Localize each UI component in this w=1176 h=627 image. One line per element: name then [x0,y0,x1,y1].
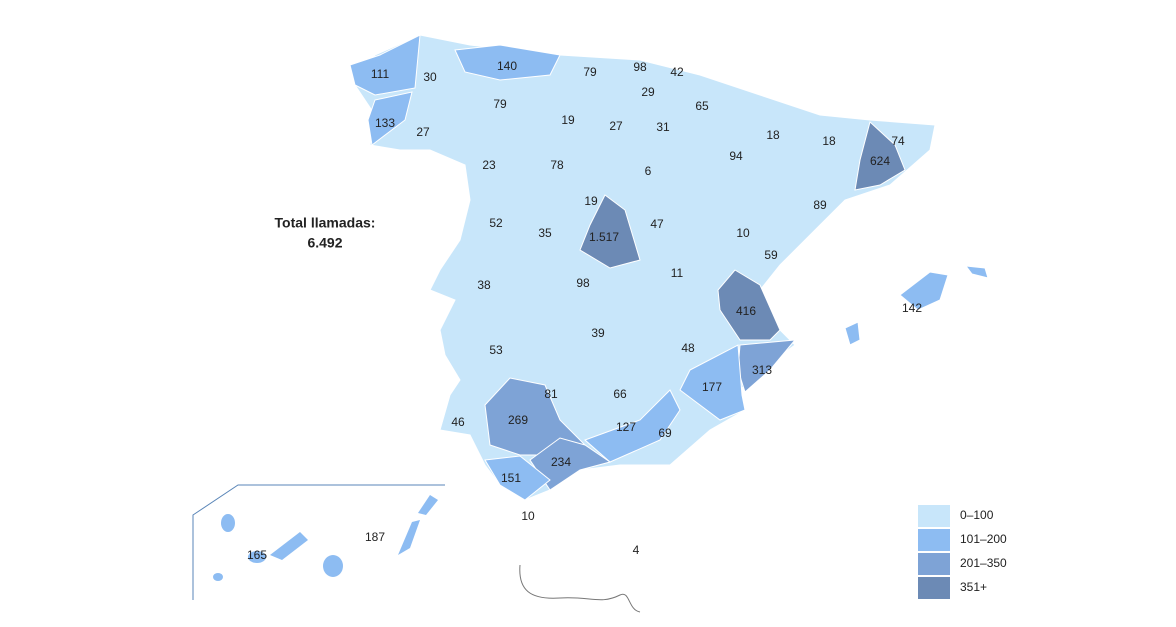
province-label: 79 [493,97,507,111]
province-label: 1.517 [589,230,619,244]
province-label: 48 [681,341,695,355]
province-label: 94 [729,149,743,163]
legend-swatch [918,529,950,551]
province-label: 74 [891,134,905,148]
region-asturias [454,44,561,81]
inset-border [192,484,445,600]
province-label: 19 [584,194,598,208]
province-label: 177 [702,380,722,394]
province-label: 69 [658,426,672,440]
province-label: 18 [766,128,780,142]
province-label: 187 [365,530,385,544]
province-label: 27 [609,119,623,133]
province-label: 81 [544,387,558,401]
region-cadiz [484,455,551,501]
province-label: 47 [650,217,664,231]
province-label: 42 [670,65,684,79]
province-label: 23 [482,158,496,172]
province-label: 269 [508,413,528,427]
region-madrid [579,194,641,269]
province-label: 19 [561,113,575,127]
legend-label: 0–100 [960,508,994,522]
province-label: 53 [489,343,503,357]
province-label: 78 [550,158,564,172]
province-label: 165 [247,548,267,562]
province-label: 10 [736,226,750,240]
province-label: 66 [613,387,627,401]
region-pontevedra [367,91,413,146]
province-label: 140 [497,59,517,73]
province-label: 98 [576,276,590,290]
region-barcelona [854,121,906,191]
region-coruna [349,34,421,96]
island [270,532,308,560]
province-label: 142 [902,301,922,315]
province-label: 10 [521,509,535,523]
province-label: 416 [736,304,756,318]
canary-islands [192,484,445,600]
legend-swatch [918,505,950,527]
total-value: 6.492 [307,235,342,251]
total-label: Total llamadas: [275,215,376,231]
island [213,573,223,581]
province-label: 31 [656,120,670,134]
province-label: 29 [641,85,655,99]
island-ibiza [844,321,861,346]
province-label: 6 [645,164,652,178]
province-label: 313 [752,363,772,377]
province-label: 4 [633,543,640,557]
province-label: 98 [633,60,647,74]
province-label: 39 [591,326,605,340]
legend-swatch [918,553,950,575]
island [221,514,235,532]
province-label: 151 [501,471,521,485]
regions [349,34,989,501]
region-granada [584,389,681,463]
province-label: 89 [813,198,827,212]
region-murcia [679,344,746,421]
province-label: 27 [416,125,430,139]
province-label: 127 [616,420,636,434]
legend-label: 101–200 [960,532,1007,546]
legend: 0–100 101–200 201–350 351+ [918,505,1007,599]
province-label: 30 [423,70,437,84]
province-label: 133 [375,116,395,130]
province-label: 624 [870,154,890,168]
province-label: 35 [538,226,552,240]
province-label: 38 [477,278,491,292]
province-label: 11 [671,266,684,280]
province-label: 79 [583,65,597,79]
north-africa-coast [519,564,641,613]
province-label: 18 [822,134,836,148]
island [418,495,438,515]
island-mallorca [899,271,949,311]
legend-swatch [918,577,950,599]
island [398,520,420,555]
legend-label: 201–350 [960,556,1007,570]
region-valencia [717,269,781,341]
legend-label: 351+ [960,580,987,594]
province-label: 46 [451,415,465,429]
province-label: 59 [764,248,778,262]
province-label: 111 [371,67,390,81]
island [323,555,343,577]
province-label: 65 [695,99,709,113]
island [248,551,266,563]
island-menorca [964,265,989,279]
province-label: 234 [551,455,571,469]
province-label: 52 [489,216,503,230]
